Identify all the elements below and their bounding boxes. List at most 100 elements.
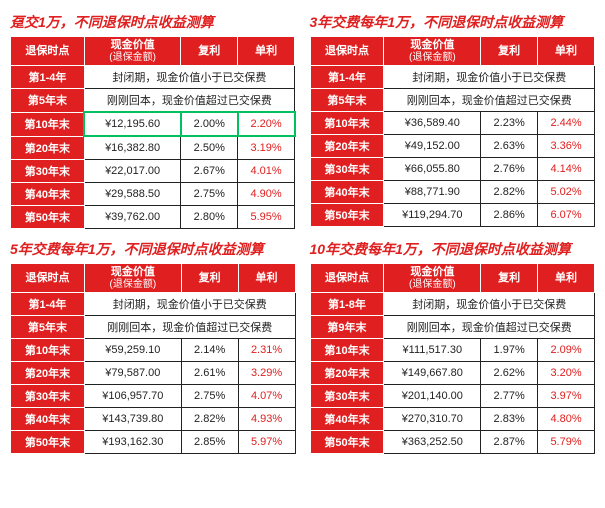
cash-value: ¥12,195.60 [84, 112, 181, 136]
compound-rate: 2.82% [481, 181, 538, 204]
row-label: 第40年末 [11, 408, 85, 431]
note-label: 第1-4年 [11, 293, 85, 316]
note-text: 刚刚回本，现金价值超过已交保费 [84, 89, 294, 113]
cash-value: ¥111,517.30 [384, 339, 481, 362]
return-table: 退保时点现金价值(退保金额)复利单利第1-4年封闭期，现金价值小于已交保费第5年… [10, 263, 296, 454]
cash-value: ¥39,762.00 [84, 206, 181, 229]
table-row: 第30年末¥201,140.002.77%3.97% [310, 385, 595, 408]
row-label: 第20年末 [11, 136, 85, 160]
table-row: 第50年末¥39,762.002.80%5.95% [11, 206, 295, 229]
note-label: 第5年末 [11, 316, 85, 339]
return-table: 退保时点现金价值(退保金额)复利单利第1-4年封闭期，现金价值小于已交保费第5年… [310, 36, 596, 227]
compound-rate: 2.67% [181, 160, 238, 183]
compound-rate: 2.23% [481, 112, 538, 135]
cash-value: ¥36,589.40 [384, 112, 481, 135]
panel: 趸交1万，不同退保时点收益测算退保时点现金价值(退保金额)复利单利第1-4年封闭… [10, 10, 296, 229]
note-text: 封闭期，现金价值小于已交保费 [84, 66, 294, 89]
table-row: 第20年末¥79,587.002.61%3.29% [11, 362, 296, 385]
row-label: 第50年末 [310, 431, 384, 454]
compound-rate: 2.83% [481, 408, 538, 431]
row-label: 第40年末 [310, 181, 384, 204]
header-period: 退保时点 [310, 37, 384, 66]
cash-value: ¥363,252.50 [384, 431, 481, 454]
simple-rate: 5.79% [538, 431, 595, 454]
compound-rate: 2.14% [181, 339, 238, 362]
compound-rate: 1.97% [481, 339, 538, 362]
cash-value: ¥193,162.30 [84, 431, 181, 454]
row-label: 第30年末 [310, 385, 384, 408]
header-cash-label: 现金价值 [410, 39, 454, 51]
panel-title: 5年交费每年1万，不同退保时点收益测算 [10, 239, 296, 259]
simple-rate: 4.80% [538, 408, 595, 431]
table-row: 第20年末¥149,667.802.62%3.20% [310, 362, 595, 385]
header-cash-sublabel: (退保金额) [85, 52, 181, 64]
header-cash-label: 现金价值 [111, 39, 155, 51]
cash-value: ¥270,310.70 [384, 408, 481, 431]
header-simple: 单利 [238, 37, 295, 66]
table-row: 第20年末¥16,382.802.50%3.19% [11, 136, 295, 160]
simple-rate: 4.14% [538, 158, 595, 181]
header-period: 退保时点 [11, 264, 85, 293]
cash-value: ¥79,587.00 [84, 362, 181, 385]
simple-rate: 4.01% [238, 160, 295, 183]
cash-value: ¥201,140.00 [384, 385, 481, 408]
panel-title: 趸交1万，不同退保时点收益测算 [10, 12, 296, 32]
cash-value: ¥149,667.80 [384, 362, 481, 385]
compound-rate: 2.75% [181, 385, 238, 408]
cash-value: ¥119,294.70 [384, 204, 481, 227]
cash-value: ¥106,957.70 [84, 385, 181, 408]
compound-rate: 2.85% [181, 431, 238, 454]
panel-title: 3年交费每年1万，不同退保时点收益测算 [310, 12, 596, 32]
note-label: 第1-4年 [11, 66, 85, 89]
row-label: 第30年末 [310, 158, 384, 181]
compound-rate: 2.76% [481, 158, 538, 181]
header-cash: 现金价值(退保金额) [84, 264, 181, 293]
header-cash-label: 现金价值 [111, 266, 155, 278]
compound-rate: 2.62% [481, 362, 538, 385]
row-label: 第30年末 [11, 385, 85, 408]
header-simple: 单利 [538, 37, 595, 66]
note-text: 刚刚回本，现金价值超过已交保费 [384, 316, 595, 339]
header-simple: 单利 [238, 264, 295, 293]
row-label: 第40年末 [11, 183, 85, 206]
simple-rate: 5.95% [238, 206, 295, 229]
note-text: 刚刚回本，现金价值超过已交保费 [384, 89, 595, 112]
row-label: 第30年末 [11, 160, 85, 183]
header-compound: 复利 [181, 264, 238, 293]
simple-rate: 4.93% [238, 408, 295, 431]
header-cash-sublabel: (退保金额) [384, 52, 480, 64]
panel: 5年交费每年1万，不同退保时点收益测算退保时点现金价值(退保金额)复利单利第1-… [10, 237, 296, 454]
note-text: 刚刚回本，现金价值超过已交保费 [84, 316, 295, 339]
table-row: 第40年末¥88,771.902.82%5.02% [310, 181, 595, 204]
cash-value: ¥49,152.00 [384, 135, 481, 158]
table-row: 第10年末¥59,259.102.14%2.31% [11, 339, 296, 362]
table-row: 第40年末¥143,739.802.82%4.93% [11, 408, 296, 431]
row-label: 第20年末 [310, 362, 384, 385]
header-cash: 现金价值(退保金额) [384, 264, 481, 293]
cash-value: ¥22,017.00 [84, 160, 181, 183]
header-cash-sublabel: (退保金额) [384, 279, 480, 291]
simple-rate: 3.36% [538, 135, 595, 158]
table-row: 第50年末¥363,252.502.87%5.79% [310, 431, 595, 454]
compound-rate: 2.77% [481, 385, 538, 408]
compound-rate: 2.00% [181, 112, 238, 136]
cash-value: ¥29,588.50 [84, 183, 181, 206]
header-compound: 复利 [481, 37, 538, 66]
row-label: 第40年末 [310, 408, 384, 431]
table-row: 第30年末¥66,055.802.76%4.14% [310, 158, 595, 181]
table-row: 第40年末¥270,310.702.83%4.80% [310, 408, 595, 431]
table-row: 第40年末¥29,588.502.75%4.90% [11, 183, 295, 206]
row-label: 第50年末 [310, 204, 384, 227]
compound-rate: 2.86% [481, 204, 538, 227]
compound-rate: 2.63% [481, 135, 538, 158]
compound-rate: 2.87% [481, 431, 538, 454]
cash-value: ¥66,055.80 [384, 158, 481, 181]
note-text: 封闭期，现金价值小于已交保费 [84, 293, 295, 316]
row-label: 第20年末 [11, 362, 85, 385]
table-row: 第10年末¥36,589.402.23%2.44% [310, 112, 595, 135]
note-label: 第9年末 [310, 316, 384, 339]
table-row: 第10年末¥111,517.301.97%2.09% [310, 339, 595, 362]
note-text: 封闭期，现金价值小于已交保费 [384, 66, 595, 89]
row-label: 第10年末 [310, 339, 384, 362]
table-row: 第50年末¥193,162.302.85%5.97% [11, 431, 296, 454]
